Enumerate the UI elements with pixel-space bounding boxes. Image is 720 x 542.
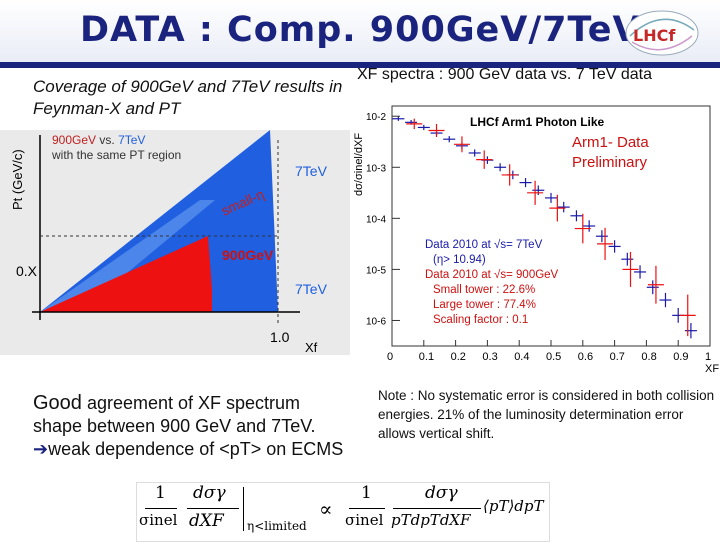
label-900gev: 900GeV (222, 247, 274, 263)
conclusion-line3-text: weak dependence of <pT> on ECMS (48, 439, 344, 459)
xf-spectra-title: XF spectra : 900 GeV data vs. 7 TeV data (357, 66, 652, 83)
coverage-diagram: 7TeV 900GeV 7TeV small-η 0.X 1.0 Xf Pt (… (0, 130, 350, 355)
f-dsigma-1: dσγ (193, 483, 226, 503)
legend-entry: Small tower : 22.6% (433, 284, 535, 296)
f-tail: ⟨pT⟩dpT (483, 497, 544, 515)
chart-series (392, 116, 697, 339)
f-line-4 (393, 508, 481, 509)
prelim-line1: Arm1- Data (572, 134, 649, 151)
conclusion-text: Good agreement of XF spectrum shape betw… (33, 392, 343, 461)
coverage-heading: Coverage of 900GeV and 7TeV results in F… (33, 77, 343, 118)
y-tick-label: 10-5 (366, 265, 386, 276)
y-axis-label: Pt (GeV/c) (10, 149, 25, 210)
7tev-region (40, 130, 278, 312)
f-line-2 (187, 508, 239, 509)
conclusion-line2: shape between 900 GeV and 7TeV. (33, 416, 316, 436)
f-dXF-1: dXF (189, 511, 224, 531)
x-tick-label: 0.4 (514, 351, 529, 363)
y-tick-label: 10-4 (366, 214, 386, 225)
x-tick-label: 0 (387, 351, 393, 363)
x-tick-label: 0.1 (419, 351, 434, 363)
x-tick-label: 1 (705, 351, 711, 363)
conclusion-line1: Good agreement of XF spectrum (33, 392, 343, 415)
logo-text: LHCf (633, 26, 676, 45)
x-axis-label: XF (705, 363, 719, 375)
legend-entry: Data 2010 at √s= 7TeV (425, 238, 543, 251)
caption-7tev: 7TeV (118, 133, 146, 147)
y-tick-label: 10-6 (366, 316, 386, 327)
y-tick-label: 10-3 (366, 163, 386, 174)
small-eta-band (40, 200, 215, 312)
f-condition: η<limited (247, 519, 307, 533)
y-axis-label: dσ/σinel/dXF (353, 133, 365, 196)
900gev-region (40, 236, 212, 312)
x-tick-label: 0.6 (578, 351, 593, 363)
x-axis-label: Xf (305, 340, 318, 355)
slide-title: DATA : Comp. 900GeV/7TeV (80, 10, 641, 50)
f-bar (243, 487, 244, 531)
y-tick-label: 10-2 (366, 112, 386, 123)
legend-entry: Scaling factor : 0.1 (433, 314, 528, 326)
caption-vs: vs. (99, 133, 115, 147)
good-rest: agreement of XF spectrum (81, 393, 301, 413)
xf-spectra-chart: 0 0.1 0.2 0.3 0.4 0.5 0.6 0.7 0.8 0.9 1 10-2 10-3 10-… (350, 86, 720, 376)
f-propto: ∝ (319, 497, 333, 521)
title-divider (0, 62, 720, 68)
good-word: Good (33, 392, 82, 414)
coverage-diagram-svg: 7TeV 900GeV 7TeV small-η 0.X 1.0 Xf Pt (… (10, 130, 328, 355)
formula-box: 1 σinel dσγ dXF η<limited ∝ 1 σinel dσγ … (136, 482, 550, 542)
chart-header: LHCf Arm1 Photon Like (470, 115, 605, 129)
x-tick-label: 0.5 (546, 351, 561, 363)
caption-line2: with the same PT region (52, 148, 182, 162)
f-one-2: 1 (361, 483, 372, 503)
f-one-1: 1 (155, 483, 166, 503)
x-tick-label: 0.7 (610, 351, 625, 363)
tick-0x: 0.X (16, 263, 38, 279)
tick-1: 1.0 (270, 329, 290, 345)
chart-legend: Data 2010 at √s= 7TeV (η> 10.94) Data 2010… (425, 238, 559, 326)
f-pTdpTdXF: pTdpTdXF (391, 511, 471, 529)
f-sigma-inel-2: σinel (345, 511, 384, 529)
f-dsigma-2: dσγ (425, 483, 458, 503)
chart-axes: 0 0.1 0.2 0.3 0.4 0.5 0.6 0.7 0.8 0.9 1 10-2 10-3 10-… (366, 112, 711, 363)
label-7tev-bottom: 7TeV (295, 281, 328, 297)
conclusion-line3: ➔weak dependence of <pT> on ECMS (33, 438, 343, 461)
caption-line1: 900GeV vs. 7TeV (52, 133, 181, 148)
f-line-3 (349, 508, 385, 509)
title-bar (0, 0, 720, 64)
legend-entry: Large tower : 77.4% (433, 299, 536, 311)
f-line-1 (145, 508, 177, 509)
coverage-caption: 900GeV vs. 7TeV with the same PT region (52, 133, 181, 163)
legend-entry: (η> 10.94) (433, 254, 486, 266)
x-tick-label: 0.9 (673, 351, 688, 363)
note-text: Note : No systematic error is considered… (378, 388, 715, 441)
lhcf-logo (625, 10, 699, 56)
x-tick-label: 0.2 (451, 351, 466, 363)
plot-frame (391, 105, 711, 347)
label-7tev-top: 7TeV (295, 163, 328, 179)
arrow-icon: ➔ (33, 439, 49, 459)
f-sigma-inel-1: σinel (139, 511, 178, 529)
x-tick-label: 0.3 (482, 351, 497, 363)
x-tick-label: 0.8 (641, 351, 656, 363)
legend-entry: Data 2010 at √s= 900GeV (425, 268, 559, 281)
prelim-line2: Preliminary (572, 154, 648, 171)
caption-900gev: 900GeV (52, 133, 97, 147)
